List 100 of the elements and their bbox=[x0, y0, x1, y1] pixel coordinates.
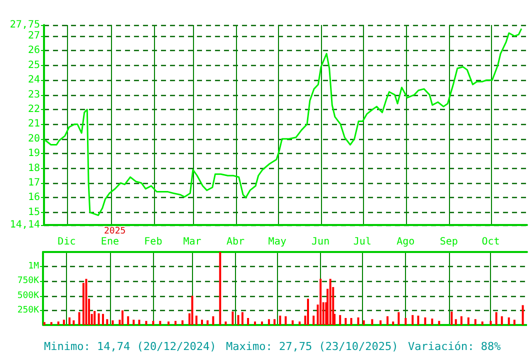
x-tick-label: Oct bbox=[482, 236, 500, 248]
y-tick-label: 500K bbox=[17, 290, 40, 301]
bar bbox=[57, 321, 60, 325]
bar bbox=[339, 315, 342, 325]
line-series bbox=[44, 28, 522, 216]
y-tick-label: 21 bbox=[28, 118, 40, 130]
bar bbox=[371, 319, 374, 325]
bar bbox=[145, 320, 148, 325]
bar bbox=[424, 317, 426, 325]
bar bbox=[82, 282, 84, 325]
bar bbox=[174, 320, 177, 325]
bar bbox=[380, 320, 382, 325]
bar bbox=[254, 321, 256, 325]
bar bbox=[72, 320, 75, 325]
text: Maximo: 27,75 (23/10/2025) bbox=[226, 340, 398, 353]
bar bbox=[50, 322, 52, 325]
bar bbox=[495, 312, 498, 325]
bar bbox=[312, 316, 315, 325]
x-tick-label: Jul bbox=[353, 236, 372, 248]
bar bbox=[78, 312, 80, 325]
bar bbox=[386, 316, 389, 325]
bar bbox=[43, 322, 46, 325]
y-tick-label: 250K bbox=[17, 305, 40, 316]
y-tick-label: 22 bbox=[28, 104, 40, 115]
text: 2025 bbox=[104, 226, 126, 236]
bar bbox=[508, 317, 510, 325]
bar bbox=[122, 310, 124, 325]
y-tick-label: 27,75 bbox=[10, 20, 40, 30]
bar bbox=[241, 312, 244, 325]
y-tick-label: 16 bbox=[28, 192, 40, 204]
x-tick-label: Dic bbox=[58, 236, 76, 248]
bar bbox=[350, 318, 352, 325]
y-tick-label: 18 bbox=[28, 162, 40, 174]
y-tick-label: 750K bbox=[17, 276, 40, 286]
bar bbox=[102, 314, 104, 325]
bar bbox=[201, 320, 204, 325]
bar bbox=[329, 278, 332, 325]
bar bbox=[195, 316, 198, 325]
y-tick-label: 27 bbox=[28, 30, 40, 42]
bar bbox=[292, 320, 294, 325]
bar bbox=[62, 320, 65, 325]
bar bbox=[232, 312, 234, 325]
bar bbox=[219, 252, 222, 325]
y-tick-label: 20 bbox=[28, 133, 40, 144]
bar bbox=[127, 316, 130, 325]
bar bbox=[450, 312, 453, 325]
bar bbox=[94, 310, 96, 325]
x-tick-label: Feb bbox=[144, 236, 162, 248]
bar bbox=[344, 318, 347, 325]
bar bbox=[474, 319, 476, 325]
bar bbox=[132, 320, 135, 325]
bar bbox=[68, 317, 70, 325]
y-tick-label: 25 bbox=[28, 60, 40, 71]
y-tick-label: 17 bbox=[28, 177, 40, 188]
bar bbox=[237, 315, 240, 325]
x-tick-label: Ene bbox=[100, 236, 119, 248]
bar bbox=[481, 321, 484, 325]
y-tick-label: 19 bbox=[28, 148, 40, 160]
bar bbox=[138, 320, 140, 325]
bar bbox=[159, 320, 162, 325]
x-tick-label: Sep bbox=[440, 236, 458, 248]
bar bbox=[357, 317, 360, 325]
bar bbox=[460, 316, 462, 325]
bar bbox=[106, 319, 108, 325]
bar bbox=[490, 320, 492, 325]
bar bbox=[224, 321, 227, 325]
bar bbox=[168, 321, 170, 325]
bar bbox=[513, 320, 516, 325]
bar bbox=[212, 316, 214, 325]
bar bbox=[307, 298, 310, 325]
bar bbox=[206, 320, 209, 325]
y-tick-label: 24 bbox=[28, 74, 40, 86]
bar bbox=[500, 316, 503, 325]
bar bbox=[454, 319, 457, 325]
y-tick-label: 15 bbox=[28, 206, 40, 218]
bar bbox=[85, 278, 88, 325]
bar bbox=[98, 313, 100, 325]
bar bbox=[247, 318, 250, 325]
bar bbox=[298, 321, 301, 325]
bar bbox=[152, 320, 154, 325]
bar bbox=[398, 312, 400, 325]
y-tick-label: 1M bbox=[28, 262, 40, 272]
y-tick-label: 26 bbox=[28, 45, 40, 56]
bar bbox=[392, 321, 394, 325]
bar bbox=[431, 318, 434, 325]
bar bbox=[260, 321, 263, 325]
bar bbox=[404, 318, 407, 325]
bar bbox=[438, 320, 440, 325]
bar bbox=[181, 320, 184, 325]
bar bbox=[362, 320, 365, 325]
text: Variación: 88% bbox=[408, 340, 502, 353]
x-tick-label: Mar bbox=[183, 236, 202, 248]
x-tick-label: Jun bbox=[312, 236, 330, 248]
y-tick-label: 23 bbox=[28, 89, 40, 100]
bar bbox=[412, 315, 414, 325]
x-tick-label: Ago bbox=[396, 236, 415, 248]
bar bbox=[417, 316, 420, 325]
x-tick-label: Abr bbox=[226, 236, 245, 248]
bar bbox=[191, 296, 194, 325]
x-tick-label: May bbox=[268, 236, 286, 248]
